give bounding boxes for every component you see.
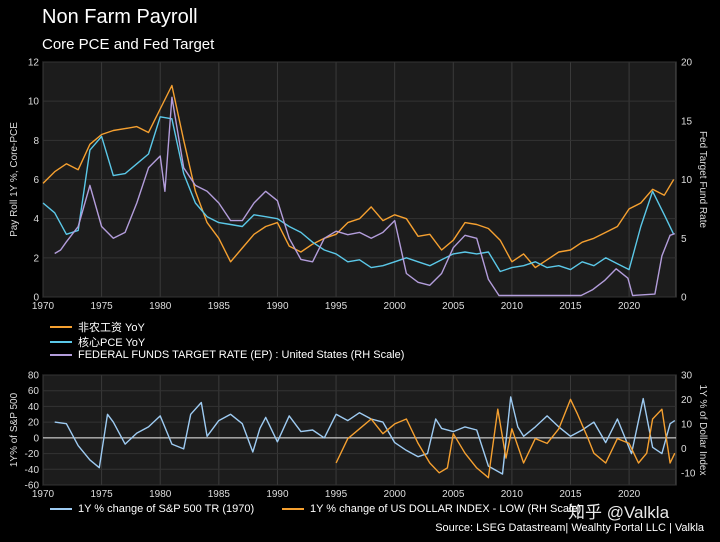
y-axis-label: Pay Roll 1Y %, Core-PCE [9,122,20,237]
x-tick-label: 2015 [559,301,582,312]
y-axis-label: 1Y% of S&P 500 [9,392,20,467]
x-tick-label: 1975 [90,489,113,500]
series-line-0-2 [54,96,676,297]
legend-swatch-dollar-index [282,508,304,510]
y-tick-label: 20 [28,418,40,429]
legend-label-fed-funds: FEDERAL FUNDS TARGET RATE (EP) : United … [78,349,405,361]
y-tick-label: 40 [28,402,40,413]
y-right-tick-label: 10 [681,175,693,186]
x-tick-label: 1985 [208,301,231,312]
source-note: Source: LSEG Datastream| Wealhty Portal … [435,522,704,534]
y-right-tick-label: 5 [681,234,687,245]
series-line-0-1 [42,116,675,273]
y-right-tick-label: 20 [681,58,693,69]
y-tick-label: 6 [33,175,39,186]
x-tick-label: 1990 [266,301,289,312]
series-line-1-1 [335,398,676,479]
x-tick-label: 2010 [501,489,524,500]
y-right-tick-label: 15 [681,116,693,127]
x-tick-label: 1975 [90,301,113,312]
y-right-tick-label: -10 [681,468,696,479]
y-right-tick-label: 20 [681,395,693,406]
x-tick-label: 1995 [325,489,348,500]
x-tick-label: 2005 [442,489,465,500]
x-tick-label: 1970 [32,301,55,312]
y-tick-label: 12 [28,58,40,69]
legend-item-sp500: 1Y % change of S&P 500 TR (1970) [50,503,254,515]
x-tick-label: 2005 [442,301,465,312]
y-tick-label: 0 [33,293,39,304]
x-tick-label: 2000 [384,301,407,312]
x-tick-label: 2010 [501,301,524,312]
legend-item-core-pce: 核心PCE YoY [50,334,145,350]
top-plot: 1970 1975 1980 1985 1990 1995 2000 2005 2010 2015… [9,58,708,313]
x-tick-label: 1970 [32,489,55,500]
x-tick-label: 1990 [266,489,289,500]
y-tick-label: 10 [28,97,40,108]
series-line-1-0 [54,396,676,475]
y-tick-label: 2 [33,253,39,264]
chart-subtitle: Core PCE and Fed Target [42,36,215,53]
y-tick-label: -40 [25,465,40,476]
x-tick-label: 2020 [618,489,641,500]
legend-label-payroll: 非农工资 YoY [78,322,145,334]
legend-swatch-payroll [50,326,72,328]
legend-swatch-fed-funds [50,354,72,356]
y-tick-label: 8 [33,136,39,147]
x-tick-label: 1980 [149,301,172,312]
x-tick-label: 1985 [208,489,231,500]
y-tick-label: 4 [33,214,39,225]
legend-swatch-sp500 [50,508,72,510]
y-right-tick-label: 10 [681,419,693,430]
y-tick-label: -20 [25,449,40,460]
legend-label-core-pce: 核心PCE YoY [78,337,146,349]
y-tick-label: 0 [33,433,39,444]
legend-item-fed-funds: FEDERAL FUNDS TARGET RATE (EP) : United … [50,349,404,361]
bottom-plot: 1970 1975 1980 1985 1990 1995 2000 2005 2010 2015… [9,371,708,501]
x-tick-label: 1995 [325,301,348,312]
legend-item-payroll: 非农工资 YoY [50,319,145,335]
chart-title: Non Farm Payroll [42,6,198,28]
watermark: 知乎 @Valkla [568,503,670,522]
y-tick-label: 60 [28,386,40,397]
series-line-0-0 [42,84,675,269]
x-tick-label: 2000 [384,489,407,500]
y-tick-label: -60 [25,481,40,492]
x-tick-label: 2020 [618,301,641,312]
x-tick-label: 1980 [149,489,172,500]
x-tick-label: 2015 [559,489,582,500]
y-tick-label: 80 [28,371,40,382]
legend-swatch-core-pce [50,341,72,343]
y-right-tick-label: 30 [681,371,693,382]
y-right-tick-label: 0 [681,444,687,455]
legend-label-dollar-index: 1Y % change of US DOLLAR INDEX - LOW (RH… [310,503,582,515]
y-axis-label-right: Fed Target Fund Rate [697,131,708,229]
legend-label-sp500: 1Y % change of S&P 500 TR (1970) [78,503,255,515]
y-right-tick-label: 0 [681,293,687,304]
y-axis-label-right: 1Y % of Dollar Index [697,385,708,476]
legend-item-dollar-index: 1Y % change of US DOLLAR INDEX - LOW (RH… [282,503,581,515]
